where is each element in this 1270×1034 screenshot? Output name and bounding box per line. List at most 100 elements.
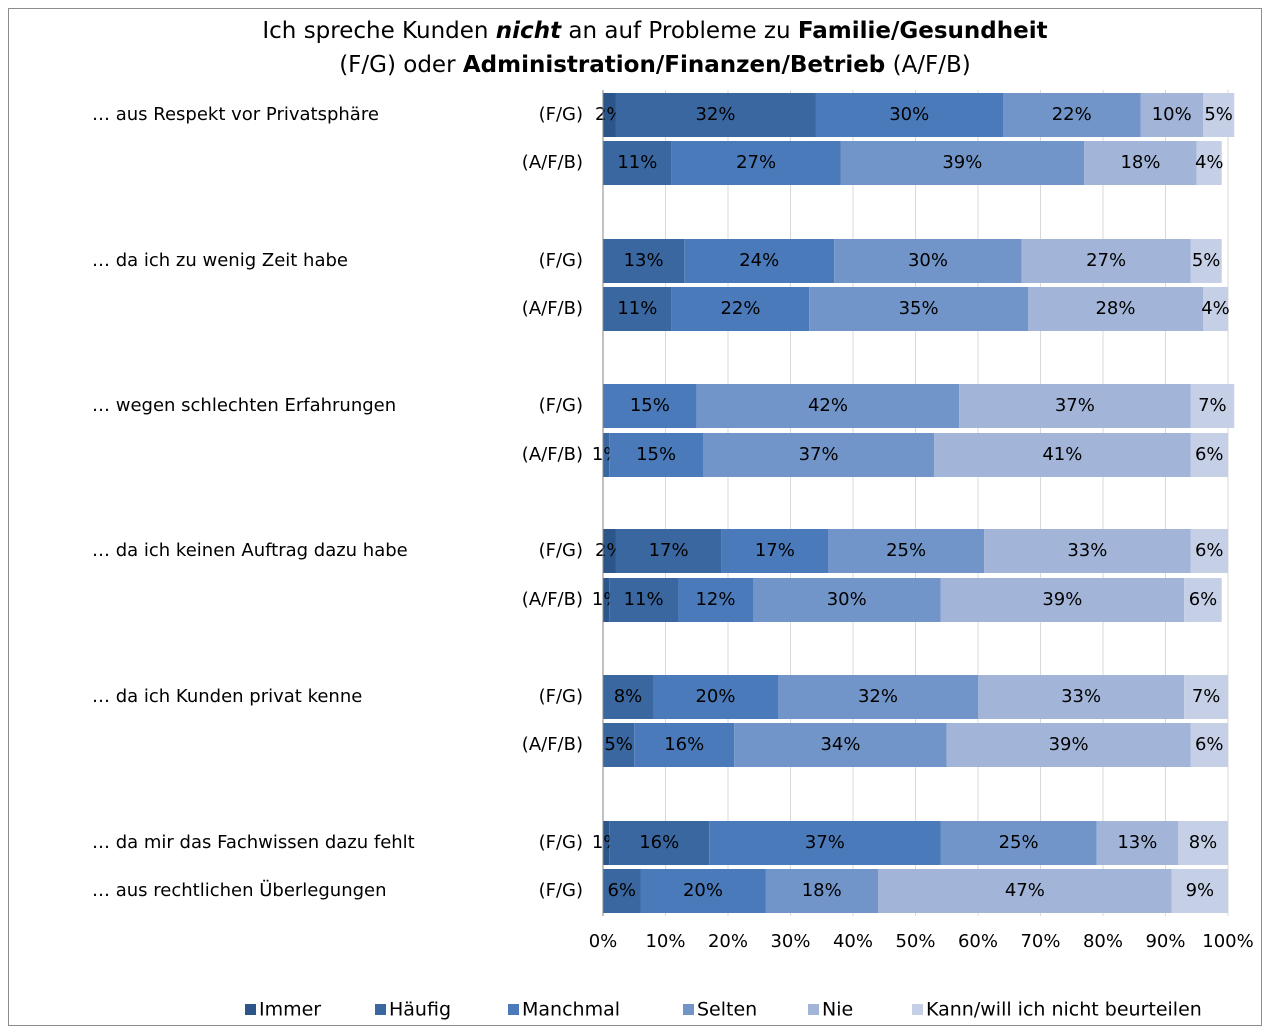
legend-swatch <box>375 1004 386 1015</box>
legend-label: Häufig <box>389 999 451 1021</box>
value-label: 17% <box>649 540 689 561</box>
legend-label: Selten <box>697 999 757 1021</box>
value-label: 5% <box>1192 250 1221 271</box>
title-part: Ich spreche Kunden <box>262 18 495 44</box>
value-label: 6% <box>1189 589 1218 610</box>
value-label: 39% <box>942 152 982 173</box>
bar-segment <box>815 93 1003 137</box>
value-label: 6% <box>1195 734 1224 755</box>
title-part: Administration/Finanzen/Betrieb <box>463 52 885 78</box>
value-label: 37% <box>799 444 839 465</box>
row-label: … da mir das Fachwissen dazu fehlt <box>92 832 415 853</box>
bar-segment <box>603 141 672 185</box>
x-tick-label: 100% <box>1202 931 1253 952</box>
bar-segment <box>703 433 935 477</box>
bar-segment <box>1096 821 1178 865</box>
value-label: 33% <box>1067 540 1107 561</box>
bar-segment <box>940 578 1185 622</box>
value-label: 8% <box>1189 832 1218 853</box>
bar-segment <box>603 821 610 865</box>
value-label: 17% <box>755 540 795 561</box>
bar-segment <box>959 384 1191 428</box>
bar-segment <box>603 578 610 622</box>
row-sublabel: (F/G) <box>539 540 583 561</box>
value-label: 30% <box>889 104 929 125</box>
row-label: … aus Respekt vor Privatsphäre <box>92 104 379 125</box>
value-label: 6% <box>1195 540 1224 561</box>
x-tick-label: 0% <box>589 931 618 952</box>
value-label: 10% <box>1152 104 1192 125</box>
value-label: 27% <box>1086 250 1126 271</box>
chart-title: (F/G) oder Administration/Finanzen/Betri… <box>339 52 971 78</box>
value-label: 9% <box>1186 880 1215 901</box>
x-tick-label: 40% <box>833 931 873 952</box>
value-label: 25% <box>886 540 926 561</box>
bar-segment <box>603 433 610 477</box>
value-label: 6% <box>607 880 636 901</box>
value-label: 30% <box>908 250 948 271</box>
value-label: 11% <box>617 152 657 173</box>
bar-segment <box>1190 723 1228 767</box>
bar-segment <box>840 141 1085 185</box>
row-label: … da ich zu wenig Zeit habe <box>92 250 348 271</box>
bar-segment <box>671 287 810 331</box>
value-label: 34% <box>820 734 860 755</box>
bar-segment <box>1178 821 1228 865</box>
bar-segment <box>609 433 703 477</box>
value-label: 13% <box>624 250 664 271</box>
row-sublabel: (A/F/B) <box>522 152 583 173</box>
value-label: 7% <box>1192 686 1221 707</box>
bar-segment <box>978 675 1185 719</box>
bar-segment <box>946 723 1191 767</box>
bar-segment <box>1184 578 1222 622</box>
value-label: 12% <box>695 589 735 610</box>
bar-segment <box>603 287 672 331</box>
legend-label: Immer <box>259 999 321 1021</box>
bar-segment <box>696 384 960 428</box>
value-label: 4% <box>1201 298 1230 319</box>
bar-segment <box>834 239 1022 283</box>
value-label: 41% <box>1042 444 1082 465</box>
value-label: 5% <box>1204 104 1233 125</box>
x-tick-label: 30% <box>770 931 810 952</box>
value-label: 27% <box>736 152 776 173</box>
bar-segment <box>765 869 878 913</box>
bar-segment <box>1203 93 1235 137</box>
bar-segment <box>753 578 941 622</box>
bar-segment <box>615 529 722 573</box>
row-sublabel: (F/G) <box>539 250 583 271</box>
bar-segment <box>1184 675 1228 719</box>
title-part: (A/F/B) <box>885 52 971 78</box>
value-label: 39% <box>1049 734 1089 755</box>
row-sublabel: (A/F/B) <box>522 734 583 755</box>
bar-segment <box>603 723 635 767</box>
bar-segment <box>828 529 985 573</box>
bar-segment <box>609 578 678 622</box>
bar-segment <box>1203 287 1228 331</box>
row-sublabel: (A/F/B) <box>522 589 583 610</box>
bar-segment <box>640 869 766 913</box>
value-label: 15% <box>636 444 676 465</box>
bar-segment <box>634 723 735 767</box>
legend-label: Nie <box>822 999 853 1021</box>
row-label: … wegen schlechten Erfahrungen <box>92 395 396 416</box>
bar-segment <box>1140 93 1203 137</box>
value-label: 22% <box>1052 104 1092 125</box>
row-sublabel: (F/G) <box>539 880 583 901</box>
value-label: 11% <box>624 589 664 610</box>
bar-segment <box>721 529 828 573</box>
bar-segment <box>934 433 1191 477</box>
value-label: 5% <box>604 734 633 755</box>
row-sublabel: (A/F/B) <box>522 444 583 465</box>
bar-segment <box>734 723 947 767</box>
bar-segment <box>678 578 753 622</box>
x-tick-label: 20% <box>708 931 748 952</box>
bar-segment <box>603 529 616 573</box>
bar-segment <box>1003 93 1141 137</box>
title-part: an auf Probleme zu <box>561 18 798 44</box>
legend-swatch <box>808 1004 819 1015</box>
bar-segment <box>778 675 978 719</box>
bar-segment <box>1196 141 1222 185</box>
value-label: 18% <box>802 880 842 901</box>
